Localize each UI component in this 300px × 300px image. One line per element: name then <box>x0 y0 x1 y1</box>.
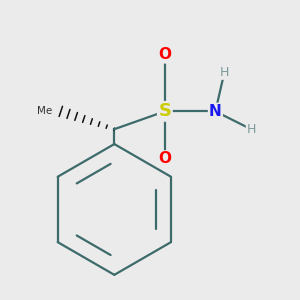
Text: H: H <box>220 66 229 79</box>
Text: H: H <box>246 123 256 136</box>
Text: O: O <box>158 47 171 62</box>
Text: O: O <box>158 152 171 166</box>
Text: N: N <box>209 104 222 119</box>
Text: Me: Me <box>37 106 52 116</box>
Text: S: S <box>158 102 171 120</box>
